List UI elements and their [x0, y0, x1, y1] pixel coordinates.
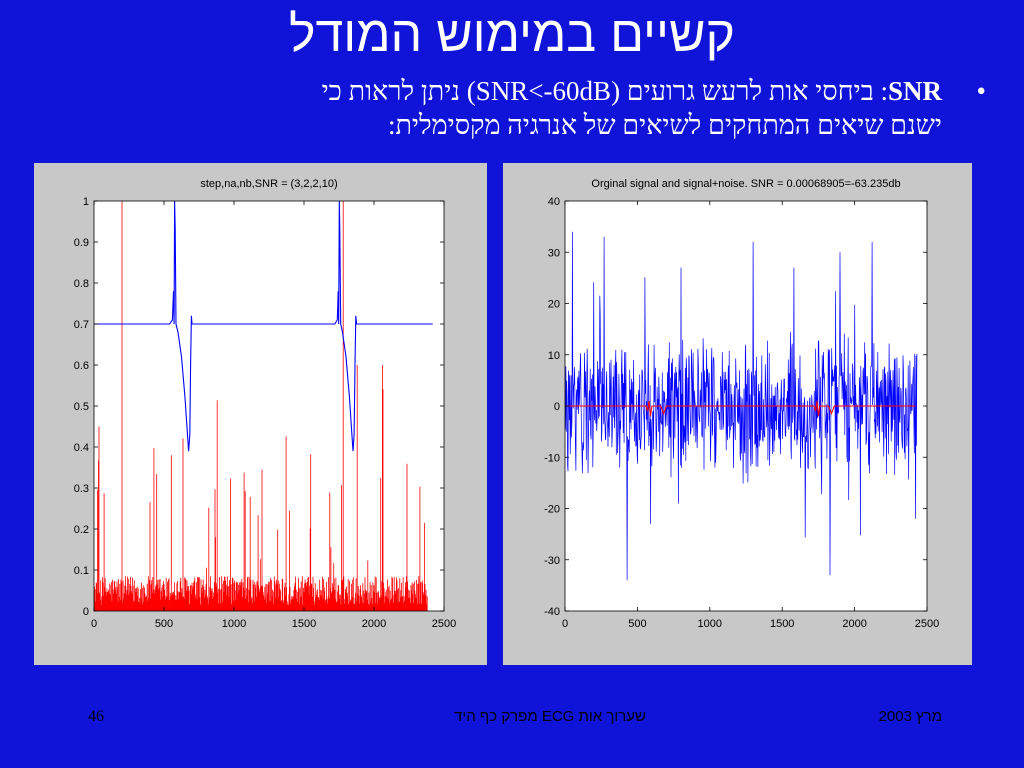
- snr-term: SNR: [887, 76, 942, 106]
- plot-series-group: [94, 201, 433, 611]
- x-tick-label: 0: [91, 618, 97, 630]
- series-blue-line: [94, 201, 433, 452]
- y-tick-label: 0: [83, 606, 89, 618]
- series-blue-noise: [565, 231, 918, 581]
- y-tick-label: 0.6: [74, 360, 89, 372]
- chart-panel-right: 0 500 1000 1500 2000 2500 -40 -30 -20 -10 0 10 20 30 4…: [503, 163, 972, 665]
- x-tick-label: 1000: [222, 618, 246, 630]
- footer-center-text: שערוך אות ECG מפרק כף היד: [454, 708, 646, 725]
- slide-title: קשיים במימוש המודל: [289, 6, 735, 62]
- x-tick-label: 500: [628, 618, 646, 630]
- x-tick-label: 0: [562, 618, 568, 630]
- y-tick-label: 0.2: [74, 524, 89, 536]
- series-red-stems: [94, 201, 428, 611]
- x-tick-label: 1000: [698, 618, 722, 630]
- chart-step-svg: 0 500 1000 1500 2000 2500 0 0.1 0.2 0.3 0.4 0.5 0.6 0…: [74, 178, 457, 630]
- series-red-line: [565, 400, 916, 417]
- footer-page-number: 46: [88, 708, 104, 725]
- y-tick-label: 1: [83, 196, 89, 208]
- plot-series-group: [565, 231, 918, 581]
- y-tick-label: 0.1: [74, 565, 89, 577]
- x-tick-label: 2000: [362, 618, 386, 630]
- y-tick-label: -40: [544, 606, 560, 618]
- x-tick-label: 1500: [292, 618, 316, 630]
- y-tick-label: 0.7: [74, 319, 89, 331]
- bullet-point: • SNR: ביחסי אות לרעש גרועים (SNR<-60dB)…: [62, 74, 986, 142]
- x-tick-label: 2500: [915, 618, 939, 630]
- y-tick-label: 40: [548, 196, 560, 208]
- x-tick-label: 2000: [842, 618, 866, 630]
- bullet-line-1-text: : ביחסי אות לרעש גרועים (SNR<-60dB) ניתן…: [321, 76, 888, 106]
- y-tick-label: 10: [548, 350, 560, 362]
- chart-title: step,na,nb,SNR = (3,2,2,10): [200, 178, 337, 190]
- x-tick-label: 500: [155, 618, 173, 630]
- bullet-line-1: SNR: ביחסי אות לרעש גרועים (SNR<-60dB) נ…: [62, 74, 942, 108]
- y-tick-label: -10: [544, 452, 560, 464]
- y-tick-label: 0.8: [74, 278, 89, 290]
- plot-area: [94, 201, 444, 611]
- x-tick-label: 2500: [432, 618, 456, 630]
- y-tick-label: 0.5: [74, 401, 89, 413]
- y-tick-label: 0.4: [74, 442, 89, 454]
- bullet-line-2: ישנם שיאים המתחקים לשיאים של אנרגיה מקסי…: [387, 110, 942, 140]
- bullet-symbol: •: [976, 76, 986, 106]
- y-tick-label: 0: [554, 401, 560, 413]
- chart-noise-svg: 0 500 1000 1500 2000 2500 -40 -30 -20 -10 0 10 20 30 4…: [544, 178, 939, 630]
- y-tick-label: -20: [544, 504, 560, 516]
- y-tick-label: -30: [544, 555, 560, 567]
- y-tick-label: 30: [548, 247, 560, 259]
- y-tick-label: 20: [548, 299, 560, 311]
- chart-panel-left: 0 500 1000 1500 2000 2500 0 0.1 0.2 0.3 0.4 0.5 0.6 0…: [34, 163, 487, 665]
- x-tick-label: 1500: [770, 618, 794, 630]
- y-tick-label: 0.3: [74, 483, 89, 495]
- chart-title: Orginal signal and signal+noise. SNR = 0…: [591, 178, 900, 190]
- footer-date: מרץ 2003: [878, 708, 942, 725]
- y-tick-label: 0.9: [74, 237, 89, 249]
